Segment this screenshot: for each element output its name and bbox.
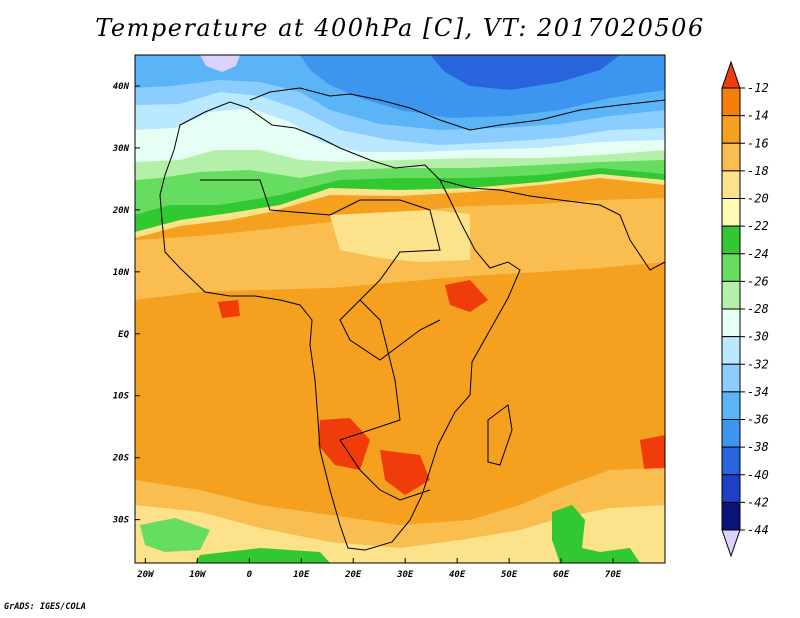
madagascar-coastline	[487, 404, 513, 466]
longitude-labels: 20W 10W 0 10E 20E 30E 40E 50E 60E 70E	[136, 558, 622, 580]
colorbar-label: -14	[747, 109, 769, 123]
colorbar-segment	[721, 308, 741, 338]
colorbar-label: -26	[747, 274, 769, 288]
map-frame	[134, 54, 666, 564]
colorbar-segment	[721, 336, 741, 365]
lat-label: 40N	[113, 82, 130, 92]
footer-credit: GrADS: IGES/COLA	[4, 602, 86, 612]
colorbar-segment	[721, 115, 741, 144]
colorbar-label: -16	[747, 136, 769, 150]
colorbar-label: -30	[747, 330, 769, 344]
colorbar-segment	[721, 446, 741, 476]
colorbar-label: -40	[747, 468, 769, 482]
field-south-green	[195, 548, 330, 563]
colorbar-bottom-arrow	[721, 529, 741, 558]
colorbar-segment	[721, 501, 741, 531]
mediterranean-coastline	[249, 87, 665, 131]
colorbar-segment	[721, 142, 741, 172]
country-borders	[339, 299, 431, 501]
colorbar-segment	[721, 170, 741, 199]
lat-label: 20S	[112, 454, 130, 464]
colorbar-segment	[721, 225, 741, 255]
lat-label: EQ	[118, 330, 129, 340]
latitude-labels: 40N 30N 20N 10N EQ 10S 20S 30S	[112, 82, 140, 526]
colorbar-label: -24	[747, 247, 769, 261]
field-warm-patch	[218, 300, 240, 318]
field-south-green	[552, 505, 640, 563]
colorbar-segment	[721, 363, 741, 393]
colorbar-segment	[721, 253, 741, 282]
lon-label: 10W	[189, 570, 207, 580]
colorbar-label: -18	[747, 164, 769, 178]
colorbar-segment	[721, 198, 741, 227]
lon-label: 40E	[449, 570, 466, 580]
africa-coastline	[159, 101, 521, 551]
field-warm-patch	[380, 450, 430, 495]
field-sahel-patch	[330, 210, 470, 262]
lon-label: 0	[247, 570, 253, 580]
colorbar-label: -28	[747, 302, 769, 316]
lat-label: 20N	[112, 206, 130, 216]
map-title: Temperature at 400hPa [C], VT: 201702050…	[95, 14, 705, 42]
field-warm-patch	[445, 280, 488, 312]
lon-label: 60E	[553, 570, 570, 580]
field-warm-patch	[318, 418, 370, 470]
colorbar-label: -42	[747, 495, 769, 509]
colorbar-label: -38	[747, 440, 769, 454]
colorbar-label: -34	[747, 385, 769, 399]
lat-label: 10N	[113, 268, 130, 278]
lat-label: 30S	[112, 516, 130, 526]
lon-label: 20W	[136, 570, 155, 580]
field-cold-spot	[200, 55, 240, 72]
colorbar-label: -12	[747, 81, 769, 95]
colorbar-top-arrow	[721, 60, 741, 89]
arabia-india-coastline	[439, 179, 665, 271]
lon-label: 10E	[293, 570, 310, 580]
coastlines	[159, 87, 665, 551]
colorbar-segment	[721, 419, 741, 448]
colorbar-segment	[721, 87, 741, 117]
lon-label: 20E	[344, 570, 362, 580]
lon-label: 30E	[396, 570, 414, 580]
colorbar-label: -36	[747, 413, 769, 427]
lat-label: 30N	[112, 144, 130, 154]
colorbar-label: -32	[747, 357, 769, 371]
country-borders	[200, 179, 441, 361]
colorbar-segment	[721, 391, 741, 420]
colorbar-label: -44	[747, 523, 769, 537]
colorbar: -12 -14 -16 -18 -20 -22 -24 -26 -28 -30 -32 -34 -36 -…	[721, 60, 769, 558]
temperature-field	[135, 55, 665, 563]
lon-label: 50E	[501, 570, 518, 580]
field-band-minus40	[430, 55, 620, 90]
lat-label: 10S	[113, 392, 130, 402]
colorbar-segment	[721, 280, 741, 310]
lon-label: 70E	[605, 570, 622, 580]
colorbar-label: -22	[747, 219, 769, 233]
field-south-green	[140, 518, 210, 552]
colorbar-label: -20	[747, 192, 769, 206]
colorbar-segment	[721, 474, 741, 503]
